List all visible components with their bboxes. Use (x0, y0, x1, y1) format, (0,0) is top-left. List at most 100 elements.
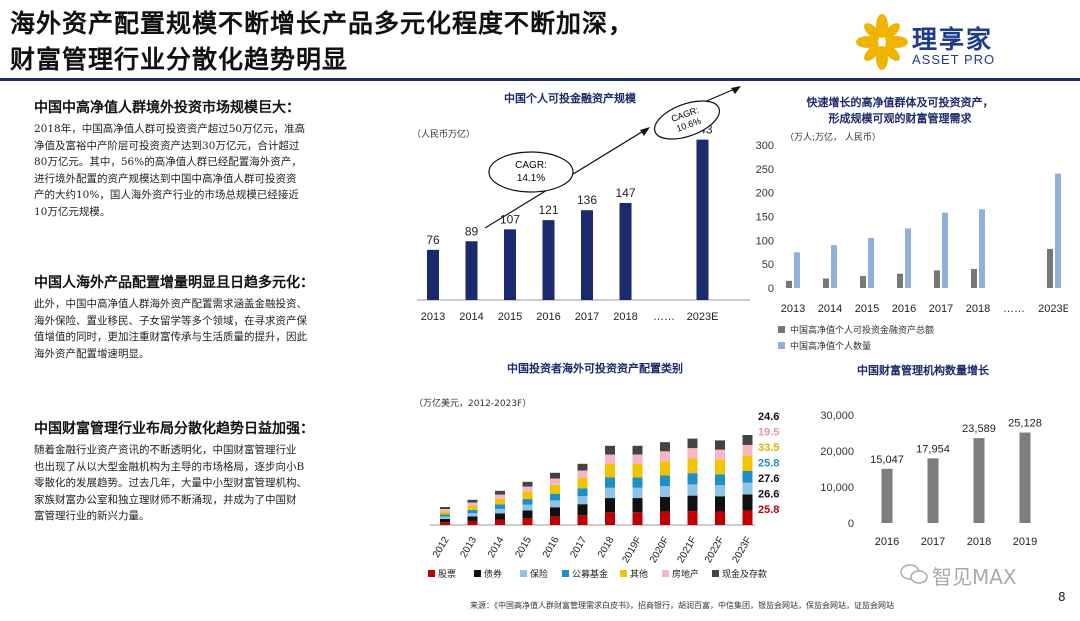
chart3-segment-2014-4 (495, 498, 505, 505)
chart2-bar-2018-s1 (979, 209, 985, 288)
chart3-segment-2020F-2 (660, 486, 670, 497)
chart4-x-tick: 2019 (1013, 536, 1037, 548)
chart3-segment-2023F-2 (742, 482, 753, 495)
chart3-segment-2014-6 (495, 490, 505, 495)
chart2-y-tick: 100 (756, 235, 774, 247)
body-line: 净值及富裕中产阶层可投资资产达到30万亿元，合计超过 (34, 139, 300, 152)
chart2-x-tick: 2013 (781, 303, 805, 315)
chart3-segment-2014-5 (495, 494, 505, 499)
chart4-y-tick: 10,000 (820, 482, 854, 494)
section-wealth-management: 中国财富管理行业布局分散化趋势日益加强： 随着金融行业资产资讯的不断透明化，中国… (34, 418, 394, 525)
chart3-legend-swatch (620, 570, 627, 577)
chart3-segment-2023F-6 (742, 435, 753, 445)
chart3-segment-2017-2 (577, 496, 588, 505)
chart4-bar-2017 (927, 458, 939, 523)
chart3-legend-label: 房地产 (672, 568, 699, 579)
chart2-x-tick: 2023E (1038, 303, 1068, 315)
chart3-overseas-allocation: 2012 2013 2014 2015 2016 2017 2018 2019F 2020F 20… (428, 411, 780, 579)
chart1-x-tick: 2016 (536, 311, 560, 323)
chart3-segment-2015-3 (522, 499, 533, 505)
chart3-legend-label: 股票 (438, 569, 456, 579)
body-line: 也出现了从以大型金融机构为主导的市场格局，逐步向小B (34, 460, 305, 473)
chart3-segment-2022F-5 (715, 449, 725, 460)
chart2-x-tick: 2014 (818, 303, 842, 315)
chart3-segment-2019F-0 (632, 512, 643, 525)
chart2-hnw-growth: 0 50 100 150 200 250 300 2013 2014 2015 2016 2017 2… (756, 140, 1068, 351)
chart4-y-tick: 20,000 (820, 446, 854, 458)
chart2-bar-2017-s0 (934, 270, 940, 288)
chart3-share-label: 25.8% (758, 458, 780, 470)
chart2-y-tick: 200 (756, 188, 774, 200)
chart3-segment-2020F-1 (660, 496, 670, 512)
chart3-x-tick: 2013 (458, 535, 479, 560)
chart3-x-tick: 2021F (675, 535, 699, 565)
logo-name: 理享家 (912, 25, 994, 54)
chart4-institutions: 0 10,000 20,000 30,000 15,047 2016 17,954 2017… (820, 410, 1041, 548)
chart3-segment-2015-2 (522, 504, 533, 511)
chart2-x-tick: 2016 (892, 303, 916, 315)
chart3-segment-2022F-0 (715, 511, 725, 525)
chart1-x-tick: …… (653, 311, 675, 323)
title-divider (0, 78, 1080, 81)
chart3-x-tick: 2018 (596, 535, 617, 560)
chart3-segment-2013-3 (467, 509, 478, 514)
chart3-legend-label: 现金及存款 (722, 568, 767, 579)
section-product-diversification: 中国人海外产品配置增量明显且日趋多元化： 此外，中国中高净值人群海外资产配置需求… (34, 272, 394, 362)
chart1-x-tick: 2018 (613, 311, 637, 323)
chart3-segment-2016-1 (550, 507, 560, 517)
chart1-x-tick: 2014 (459, 311, 483, 323)
chart3-x-tick: 2015 (513, 535, 534, 560)
chart3-segment-2013-1 (467, 516, 478, 521)
chart3-segment-2015-1 (522, 510, 533, 519)
chart1-value-label: 89 (465, 224, 479, 238)
chart3-segment-2021F-2 (687, 484, 698, 496)
chart3-segment-2012-1 (440, 518, 450, 523)
chart2-legend-swatch (778, 326, 785, 333)
chart3-segment-2012-2 (440, 516, 450, 519)
chart2-bar-2016-s0 (897, 273, 903, 288)
chart2-y-tick: 150 (756, 212, 774, 224)
chart2-legend-label: 中国高净值个人数量 (790, 340, 871, 351)
chart3-segment-2023F-5 (742, 444, 753, 456)
chart4-value-label: 23,589 (962, 423, 996, 435)
chart3-legend-label: 保险 (530, 568, 548, 579)
chart2-y-tick: 300 (756, 140, 774, 152)
body-line: 此外，中国中高净值人群海外资产配置需求涵盖金融投资、 (34, 298, 307, 310)
chart2-y-tick: 50 (762, 259, 774, 271)
chart1-personal-assets: 76 2013 89 2014 107 2015 121 2016 136 2017 147 2018… (417, 86, 750, 323)
chart3-segment-2017-0 (577, 515, 588, 525)
chart3-segment-2022F-3 (715, 474, 725, 486)
chart1-trend-arrowhead-2 (731, 86, 741, 94)
chart2-y-tick: 250 (756, 164, 774, 176)
chart2-title-line-1: 快速增长的高净值群体及可投资资产， (806, 96, 994, 109)
chart4-x-tick: 2016 (875, 536, 899, 548)
chart3-share-label: 33.5% (758, 442, 780, 454)
chart3-segment-2020F-0 (660, 511, 670, 525)
chart3-segment-2012-4 (440, 511, 450, 515)
page-title-line-2: 财富管理行业分散化趋势明显 (10, 45, 349, 74)
page-number: 8 (1058, 590, 1066, 604)
chart3-segment-2013-0 (467, 520, 478, 525)
chart3-legend-label: 其他 (630, 568, 648, 579)
chart3-x-tick: 2017 (568, 535, 589, 560)
chart3-segment-2015-5 (522, 486, 533, 492)
chart3-segment-2016-0 (550, 516, 560, 525)
chart2-y-tick: 0 (768, 283, 774, 295)
chart1-bar-2013 (427, 249, 439, 300)
chart3-segment-2017-4 (577, 477, 588, 489)
chart2-bar-2015-s0 (860, 276, 866, 288)
chart1-x-tick: 2023E (687, 311, 719, 323)
chart1-value-label: 121 (538, 203, 558, 217)
chart4-value-label: 17,954 (916, 443, 950, 455)
chart1-cagr-1-value: 14.1% (517, 173, 545, 184)
chart2-bar-2016-s1 (905, 228, 911, 288)
chart4-bar-2018 (973, 438, 985, 523)
section-overseas-market: 中国中高净值人群境外投资市场规模巨大： 2018年，中国高净值人群可投资资产超过… (34, 97, 394, 220)
chart3-segment-2017-6 (577, 463, 588, 471)
body-line: 家族财富办公室和独立理财师不断涌现，并成为了中国财 (34, 493, 297, 506)
chart2-bar-2018-s0 (971, 268, 977, 288)
chart1-value-label: 147 (615, 186, 635, 200)
chart3-share-label: 19.5% (758, 427, 780, 439)
chart2-bar-2023E-s0 (1047, 248, 1053, 288)
chart3-x-tick: 2023F (730, 535, 754, 565)
